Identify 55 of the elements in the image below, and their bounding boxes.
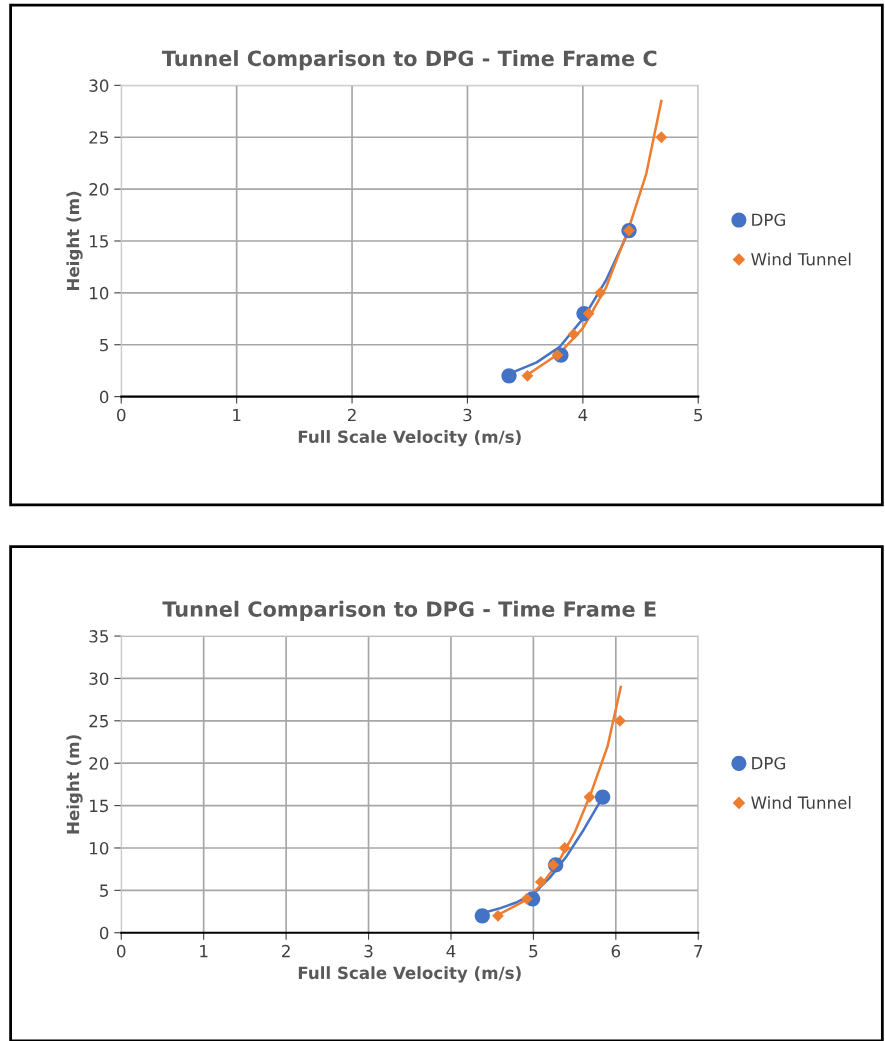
point [492, 909, 504, 922]
x-tick-label: 0 [117, 944, 126, 958]
y-tick-label: 15 [90, 799, 108, 813]
y-axis-title: Height (m) [66, 191, 83, 291]
point [520, 892, 533, 905]
point [567, 328, 580, 341]
x-tick-label: 5 [694, 408, 703, 422]
y-axis-title: Height (m) [66, 735, 83, 834]
point [614, 714, 626, 727]
y-tick-label: 0 [99, 926, 109, 940]
point [534, 875, 547, 888]
x-tick-label: 2 [282, 944, 290, 958]
y-tick-label: 35 [89, 630, 108, 643]
y-tick-label: 25 [89, 714, 108, 728]
point [595, 789, 611, 805]
x-tick-label: 5 [529, 945, 538, 958]
y-tick-label: 15 [90, 235, 108, 248]
point [547, 859, 560, 871]
point [551, 349, 564, 362]
x-tick-label: 1 [200, 945, 208, 958]
x-tick-label: 1 [233, 408, 241, 422]
y-tick-label: 10 [90, 286, 109, 300]
point [521, 369, 534, 382]
x-tick-label: 3 [463, 408, 472, 422]
y-tick-label: 5 [100, 338, 108, 352]
x-tick-label: 6 [611, 944, 621, 958]
y-tick-label: 20 [89, 757, 109, 770]
x-axis-title: Full Scale Velocity (m/s) [298, 430, 521, 447]
x-tick-label: 3 [364, 944, 373, 958]
point [582, 307, 595, 320]
y-tick-label: 30 [89, 672, 109, 685]
x-tick-label: 7 [694, 945, 703, 958]
chart-title: Tunnel Comparison to DPG - Time Frame C [161, 50, 657, 71]
x-tick-label: 2 [347, 408, 356, 422]
chart-title: Tunnel Comparison to DPG - Time Frame E [162, 600, 656, 621]
point [594, 286, 607, 299]
point [474, 908, 490, 924]
x-tick-label: 4 [578, 408, 588, 422]
y-tick-label: 0 [99, 390, 109, 404]
point [501, 368, 517, 384]
y-tick-label: 10 [90, 841, 109, 855]
point [655, 131, 668, 144]
y-tick-label: 20 [89, 183, 109, 196]
legend-label: Wind Tunnel [751, 252, 851, 266]
x-tick-label: 4 [446, 945, 456, 958]
legend-label: DPG [752, 213, 786, 227]
y-tick-label: 5 [100, 884, 108, 897]
y-tick-label: 25 [89, 131, 108, 144]
legend-label: Wind Tunnel [751, 796, 851, 809]
y-tick-label: 30 [89, 79, 109, 92]
point [583, 791, 596, 803]
legend-label: DPG [752, 756, 786, 770]
point [558, 842, 571, 854]
x-axis-title: Full Scale Velocity (m/s) [298, 966, 521, 983]
x-tick-label: 0 [117, 408, 126, 422]
